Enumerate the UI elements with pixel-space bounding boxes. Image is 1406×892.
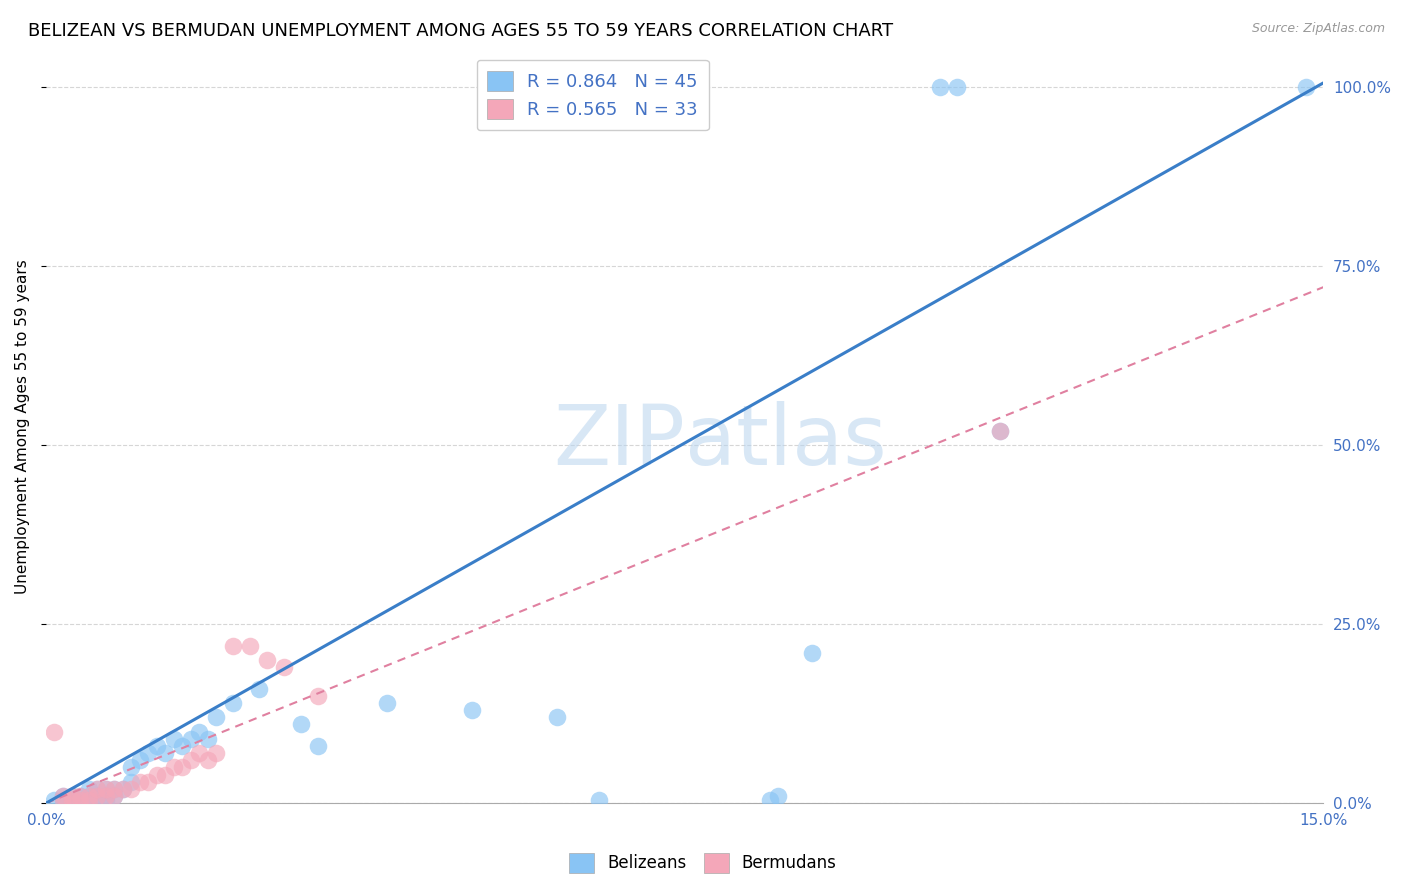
Text: BELIZEAN VS BERMUDAN UNEMPLOYMENT AMONG AGES 55 TO 59 YEARS CORRELATION CHART: BELIZEAN VS BERMUDAN UNEMPLOYMENT AMONG …: [28, 22, 893, 40]
Point: [128, 753, 150, 767]
Point: [120, 781, 142, 796]
Point: [52, 792, 75, 806]
Point: [929, 79, 952, 94]
Legend: R = 0.864   N = 45, R = 0.565   N = 33: R = 0.864 N = 45, R = 0.565 N = 33: [477, 60, 709, 130]
Point: [222, 696, 245, 710]
Point: [205, 746, 228, 760]
Point: [69, 789, 91, 803]
Point: [256, 653, 278, 667]
Point: [375, 696, 398, 710]
Point: [145, 739, 167, 753]
Point: [60, 789, 83, 803]
Point: [86, 789, 108, 803]
Point: [52, 789, 75, 803]
Point: [69, 792, 91, 806]
Point: [188, 724, 211, 739]
Point: [205, 710, 228, 724]
Point: [128, 774, 150, 789]
Point: [111, 781, 134, 796]
Point: [172, 760, 194, 774]
Text: atlas: atlas: [685, 401, 886, 483]
Point: [77, 789, 100, 803]
Point: [188, 746, 211, 760]
Point: [197, 753, 219, 767]
Text: ZIP: ZIP: [553, 401, 685, 483]
Point: [69, 789, 91, 803]
Point: [86, 789, 108, 803]
Point: [222, 639, 245, 653]
Point: [52, 792, 75, 806]
Point: [103, 789, 125, 803]
Point: [77, 781, 100, 796]
Point: [120, 774, 142, 789]
Point: [308, 739, 330, 753]
Point: [120, 760, 142, 774]
Point: [94, 792, 117, 806]
Point: [239, 639, 262, 653]
Point: [103, 781, 125, 796]
Point: [94, 789, 117, 803]
Point: [44, 792, 66, 806]
Point: [308, 689, 330, 703]
Point: [988, 424, 1011, 438]
Point: [247, 681, 270, 696]
Point: [1295, 79, 1317, 94]
Point: [94, 789, 117, 803]
Point: [86, 781, 108, 796]
Point: [163, 760, 186, 774]
Point: [69, 792, 91, 806]
Point: [163, 731, 186, 746]
Point: [546, 710, 568, 724]
Point: [111, 781, 134, 796]
Y-axis label: Unemployment Among Ages 55 to 59 years: Unemployment Among Ages 55 to 59 years: [15, 260, 30, 594]
Point: [60, 792, 83, 806]
Text: Source: ZipAtlas.com: Source: ZipAtlas.com: [1251, 22, 1385, 36]
Point: [94, 781, 117, 796]
Point: [60, 792, 83, 806]
Legend: Belizeans, Bermudans: Belizeans, Bermudans: [562, 847, 844, 880]
Point: [77, 789, 100, 803]
Point: [461, 703, 484, 717]
Point: [77, 792, 100, 806]
Point: [172, 739, 194, 753]
Point: [103, 789, 125, 803]
Point: [77, 792, 100, 806]
Point: [136, 746, 159, 760]
Point: [136, 774, 159, 789]
Point: [52, 789, 75, 803]
Point: [273, 660, 295, 674]
Point: [86, 781, 108, 796]
Point: [60, 789, 83, 803]
Point: [758, 792, 780, 806]
Point: [801, 646, 824, 660]
Point: [946, 79, 969, 94]
Point: [988, 424, 1011, 438]
Point: [44, 724, 66, 739]
Point: [768, 789, 790, 803]
Point: [103, 781, 125, 796]
Point: [94, 781, 117, 796]
Point: [197, 731, 219, 746]
Point: [145, 767, 167, 781]
Point: [153, 746, 176, 760]
Point: [290, 717, 312, 731]
Point: [180, 731, 202, 746]
Point: [588, 792, 610, 806]
Point: [180, 753, 202, 767]
Point: [153, 767, 176, 781]
